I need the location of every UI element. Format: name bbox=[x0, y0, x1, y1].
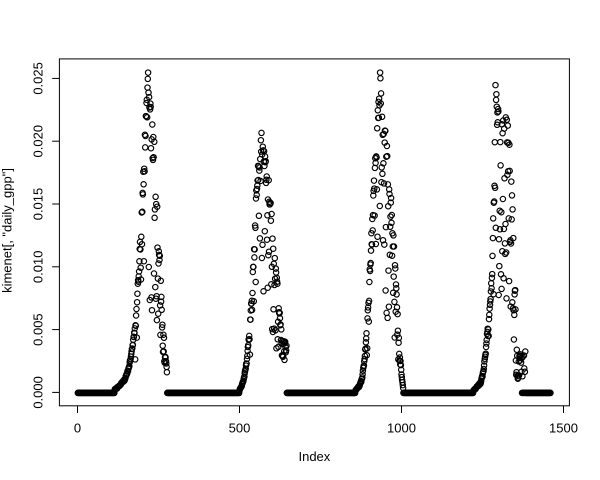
svg-text:1000: 1000 bbox=[387, 421, 416, 436]
svg-text:0: 0 bbox=[74, 421, 81, 436]
svg-text:0.020: 0.020 bbox=[31, 125, 46, 158]
svg-text:1500: 1500 bbox=[549, 421, 578, 436]
svg-text:0.005: 0.005 bbox=[31, 313, 46, 346]
svg-text:500: 500 bbox=[229, 421, 251, 436]
svg-text:Index: Index bbox=[298, 449, 330, 464]
svg-text:0.010: 0.010 bbox=[31, 251, 46, 284]
svg-text:0.000: 0.000 bbox=[31, 376, 46, 409]
svg-text:kimenet[, "daily_gpp"]: kimenet[, "daily_gpp"] bbox=[0, 168, 15, 293]
svg-text:0.025: 0.025 bbox=[31, 62, 46, 95]
svg-text:0.015: 0.015 bbox=[31, 188, 46, 221]
